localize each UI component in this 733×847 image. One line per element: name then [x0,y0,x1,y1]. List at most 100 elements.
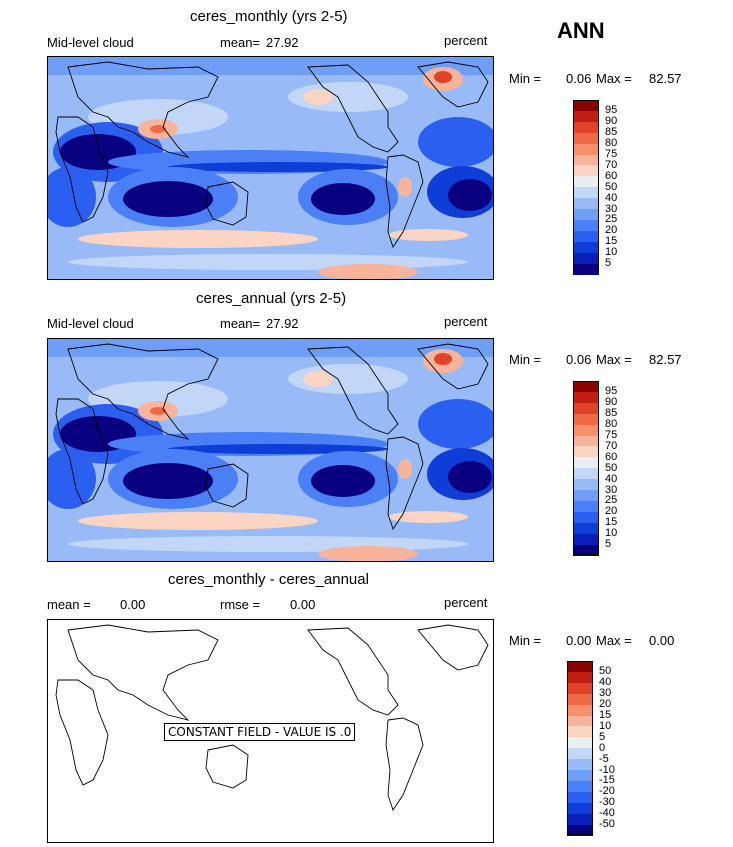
colorbar-swatch [567,759,593,771]
colorbar-swatch [573,121,599,134]
cloud-field-region [398,459,412,479]
colorbar-swatch [573,241,599,254]
coastline [55,679,109,786]
cloud-field-region [168,162,388,172]
colorbar-tick-label: 0 [599,741,606,754]
colorbar-tick-label: 30 [605,483,618,496]
coastline [205,744,249,789]
colorbar-swatch [573,187,599,199]
cloud-field-region [318,546,418,561]
colorbar-tick-label: 80 [605,418,618,431]
colorbar-tick-label: 80 [605,137,618,150]
colorbar-swatch [573,391,599,404]
colorbar-tick-label: 90 [605,396,618,409]
cloud-field-region [311,183,375,215]
colorbar-tick-label: 75 [605,148,618,160]
coastline [55,398,109,505]
cloud-field-region [150,407,166,415]
panel-3-units: percent [444,595,488,610]
colorbar-tick-label: 50 [605,180,618,193]
panel-3-title: ceres_monthly - ceres_annual [168,571,369,588]
season-label: ANN [557,18,605,43]
colorbar-swatch [567,824,593,836]
colorbar-swatch [573,230,599,243]
colorbar-swatch [567,726,593,738]
cloud-field-region [398,177,412,197]
colorbar-frame [567,661,593,836]
panel-1-mean-value: 27.92 [266,35,299,50]
colorbar-tick-label: 10 [605,527,618,540]
colorbar-swatch [567,671,593,684]
colorbar-tick-label: 5 [599,730,606,743]
coastline [417,624,489,671]
colorbar-swatch [567,780,593,793]
cloud-field-region [48,449,96,509]
colorbar-tick-label: 50 [599,665,612,678]
panel-3-mean-label: mean = [47,597,91,612]
coastline [205,181,249,226]
colorbar-swatch [573,154,599,166]
coastline [385,436,424,531]
colorbar-tick-label: 25 [605,213,618,226]
colorbar-swatch [567,748,593,760]
cloud-field-region [448,461,492,493]
panel-2-max-value: 82.57 [649,352,682,367]
cloud-field-region [418,117,493,167]
colorbar-tick-label: -20 [599,785,615,798]
panel-2-min-value: 0.06 [566,352,592,367]
coastline [385,154,424,249]
panel-2-mean-label: mean= [220,316,261,331]
cloud-field-region [448,179,492,211]
panel-1-map [47,56,494,280]
panel-1-variable-label: Mid-level cloud [47,35,134,50]
panel-1-max-label: Max = [596,71,632,86]
constant-field-note: CONSTANT FIELD - VALUE IS .0 [164,723,356,741]
colorbar-tick-label: 10 [599,719,612,732]
colorbar-tick-label: 50 [605,461,618,474]
colorbar-swatch [567,802,593,815]
cloud-field-region [434,71,452,83]
colorbar-swatch [567,715,593,727]
colorbar-tick-label: 95 [605,104,618,117]
cloud-field-region [418,399,493,449]
colorbar-swatch [573,110,599,123]
colorbar-tick-label: 15 [605,516,618,529]
colorbar-tick-label: -5 [599,752,609,765]
panel-1-min-label: Min = [509,71,542,86]
colorbar-swatch [573,479,599,491]
panel-1-title: ceres_monthly (yrs 2-5) [190,8,348,25]
panel-3-map-svg [55,624,489,812]
coastline [417,343,489,390]
colorbar-swatch [573,490,599,502]
panel-3-min-label: Min = [509,633,542,648]
coastline [205,463,249,508]
colorbar-tick-label: 40 [605,191,618,204]
coastline [67,624,219,721]
panel-1-map-svg [48,57,493,279]
colorbar-tick-label: 20 [605,505,618,518]
colorbar-swatch [573,500,599,513]
cloud-field-region [78,512,318,530]
colorbar-swatch [573,165,599,177]
coastline [307,627,399,716]
colorbar-swatch [573,209,599,221]
panel-2-min-label: Min = [509,352,542,367]
colorbar-tick-label: 15 [599,709,612,721]
colorbar-swatch [567,682,593,695]
panel-3-max-value: 0.00 [649,633,675,648]
colorbar-swatch [573,511,599,524]
colorbar-swatch [567,813,593,825]
colorbar-swatch [573,533,599,545]
panel-1-min-value: 0.06 [566,71,592,86]
cloud-field-region [48,167,96,227]
cloud-field-region [388,511,468,523]
panel-3-mean-value: 0.00 [120,597,146,612]
colorbar-tick-label: 75 [605,429,618,441]
colorbar-tick-label: 70 [605,439,618,452]
coastline [307,346,399,435]
cloud-field-region [123,181,213,217]
cloud-field-region [318,264,418,279]
colorbar-tick-label: -10 [599,763,615,776]
colorbar-tick-label: 5 [605,257,612,269]
colorbar-swatch [573,263,599,275]
